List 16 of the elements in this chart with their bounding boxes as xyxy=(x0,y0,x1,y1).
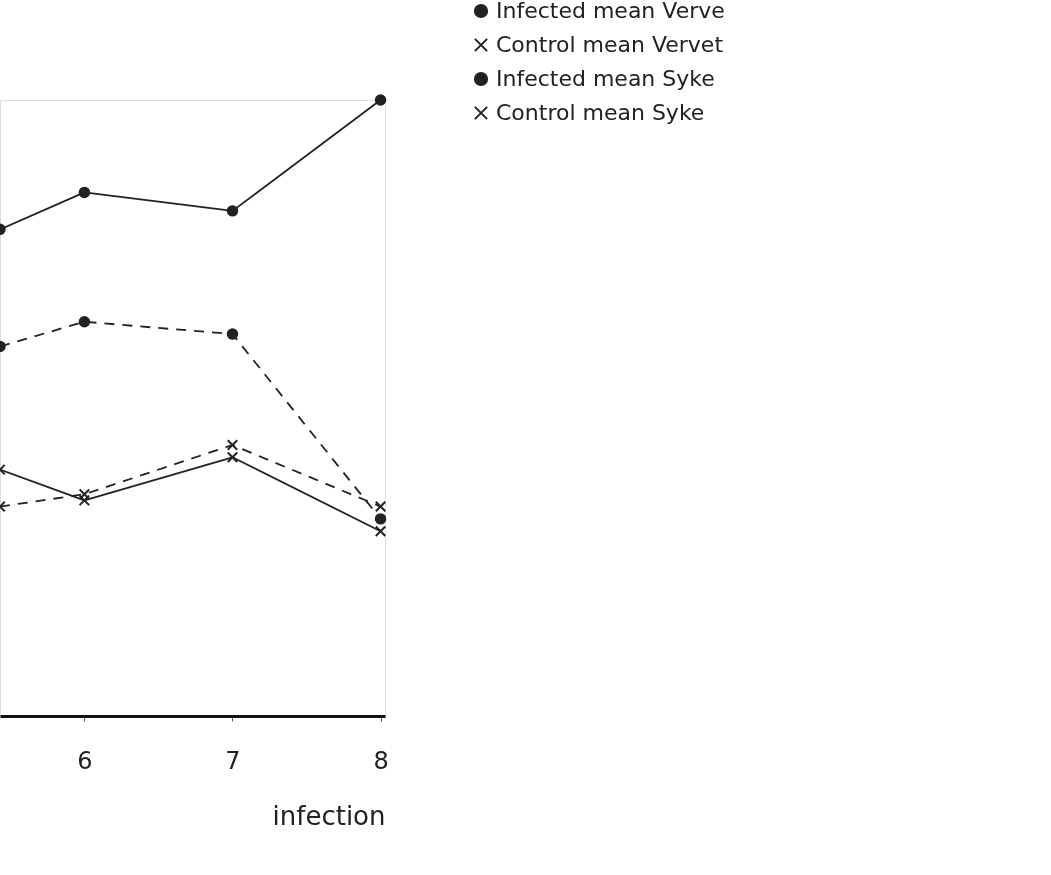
legend-label: Control mean Syke xyxy=(496,100,705,125)
point xyxy=(226,328,239,340)
x-axis-title: infection xyxy=(272,800,386,831)
legend-label: Control mean Vervet xyxy=(496,32,724,57)
x-tick-label: 6 xyxy=(77,746,93,775)
point xyxy=(374,513,387,525)
point xyxy=(78,186,91,199)
legend-label: Infected mean Syke xyxy=(496,66,715,91)
point xyxy=(226,205,239,217)
legend-label: Infected mean Verve xyxy=(496,0,725,23)
x-tick-label: 7 xyxy=(225,746,241,775)
point xyxy=(78,316,91,328)
point xyxy=(374,94,387,106)
point xyxy=(374,500,387,513)
point xyxy=(374,525,387,537)
x-tick-label: 8 xyxy=(373,746,389,775)
